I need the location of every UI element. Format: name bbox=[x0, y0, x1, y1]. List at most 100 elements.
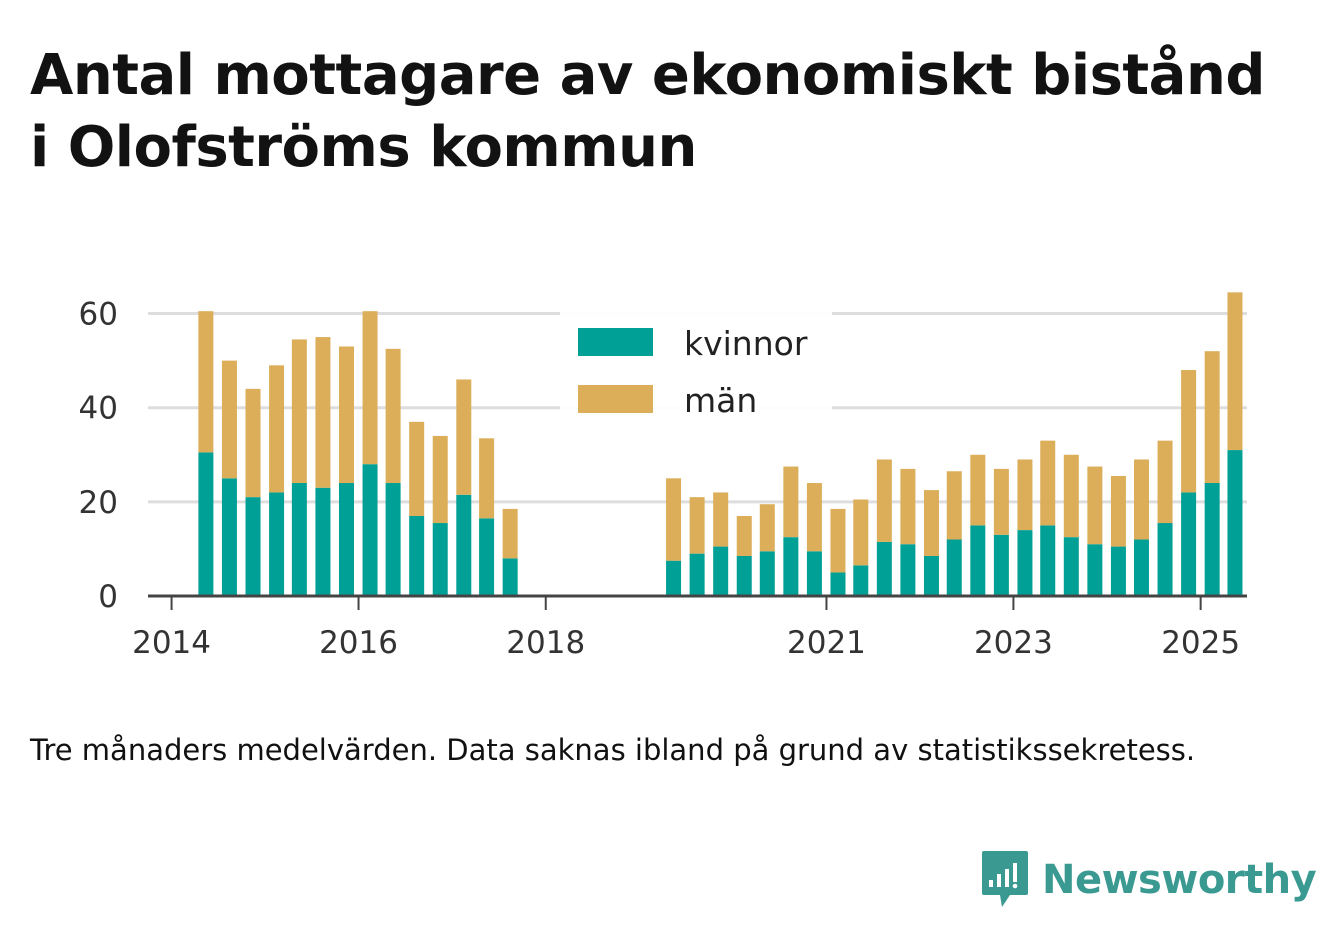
bar-man bbox=[479, 438, 495, 519]
y-tick-label: 60 bbox=[79, 297, 118, 333]
bar-man bbox=[409, 421, 425, 516]
bar-man bbox=[1204, 351, 1220, 484]
bar-kvinnor bbox=[221, 478, 237, 596]
bar-kvinnor bbox=[946, 539, 962, 596]
brand-logo: Newsworthy bbox=[980, 848, 1317, 912]
bars bbox=[198, 292, 1243, 596]
bar-kvinnor bbox=[1017, 530, 1033, 596]
bar-kvinnor bbox=[502, 558, 518, 596]
bar-man bbox=[993, 468, 1009, 535]
bar-man bbox=[245, 388, 261, 498]
bar-man bbox=[1040, 440, 1056, 526]
bar-man bbox=[900, 468, 916, 545]
x-tick-label: 2018 bbox=[506, 625, 585, 661]
bar-kvinnor bbox=[1063, 537, 1079, 596]
bar-man bbox=[830, 508, 846, 573]
bar-man bbox=[221, 360, 237, 479]
bar-man bbox=[502, 508, 518, 559]
bar-kvinnor bbox=[479, 518, 495, 596]
bar-man bbox=[385, 348, 401, 484]
bar-kvinnor bbox=[1204, 483, 1220, 596]
bar-kvinnor bbox=[291, 483, 307, 596]
bar-man bbox=[456, 379, 472, 495]
brand-name: Newsworthy bbox=[1042, 857, 1317, 903]
bar-man bbox=[783, 466, 799, 538]
x-tick-label: 2023 bbox=[974, 625, 1053, 661]
bar-kvinnor bbox=[830, 572, 846, 596]
bar-kvinnor bbox=[1040, 525, 1056, 596]
y-tick-label: 0 bbox=[98, 579, 118, 615]
bar-man bbox=[291, 339, 307, 484]
legend-label: män bbox=[684, 381, 757, 420]
bar-kvinnor bbox=[1227, 450, 1243, 596]
bar-kvinnor bbox=[315, 487, 331, 596]
x-tick-label: 2021 bbox=[787, 625, 866, 661]
bar-man bbox=[432, 435, 448, 524]
bar-kvinnor bbox=[1110, 546, 1126, 596]
bar-kvinnor bbox=[666, 560, 682, 596]
bar-kvinnor bbox=[456, 494, 472, 596]
bar-man bbox=[689, 497, 705, 554]
newsworthy-logo-icon bbox=[982, 851, 1028, 907]
bar-man bbox=[1227, 292, 1243, 451]
bar-man bbox=[1017, 459, 1033, 531]
y-tick-label: 20 bbox=[79, 485, 118, 521]
bar-man bbox=[1157, 440, 1173, 524]
bar-kvinnor bbox=[338, 483, 354, 596]
bar-kvinnor bbox=[1087, 544, 1103, 596]
bar-kvinnor bbox=[1181, 492, 1197, 596]
bar-man bbox=[666, 478, 682, 561]
legend-swatch-kvinnor bbox=[578, 328, 653, 356]
bar-kvinnor bbox=[362, 464, 378, 596]
bar-man bbox=[1063, 454, 1079, 538]
chart-title: Antal mottagare av ekonomiskt bistånd i … bbox=[30, 43, 1265, 180]
bar-man bbox=[362, 311, 378, 465]
legend: kvinnor män bbox=[560, 310, 832, 428]
bar-man bbox=[853, 499, 869, 566]
bar-kvinnor bbox=[783, 537, 799, 596]
bar-man bbox=[269, 365, 285, 493]
x-tick-label: 2025 bbox=[1161, 625, 1240, 661]
y-tick-label: 40 bbox=[79, 391, 118, 427]
bar-kvinnor bbox=[759, 551, 775, 596]
bar-kvinnor bbox=[385, 483, 401, 596]
bar-man bbox=[1110, 475, 1126, 547]
bar-kvinnor bbox=[245, 497, 261, 596]
bar-kvinnor bbox=[806, 551, 822, 596]
bar-kvinnor bbox=[432, 523, 448, 596]
bar-kvinnor bbox=[876, 541, 892, 596]
bar-man bbox=[1133, 459, 1149, 540]
bar-man bbox=[736, 515, 752, 556]
bar-kvinnor bbox=[900, 544, 916, 596]
x-tick-label: 2016 bbox=[319, 625, 398, 661]
bar-kvinnor bbox=[713, 546, 729, 596]
chart-footnote: Tre månaders medelvärden. Data saknas ib… bbox=[30, 733, 1196, 767]
legend-swatch-man bbox=[578, 385, 653, 413]
bar-kvinnor bbox=[1133, 539, 1149, 596]
stacked-bar-chart: 0 20 40 60 2014 2016 2018 2021 2023 2025 kvinnor m… bbox=[79, 292, 1247, 661]
bar-kvinnor bbox=[689, 553, 705, 596]
legend-label: kvinnor bbox=[684, 324, 808, 363]
bar-kvinnor bbox=[269, 492, 285, 596]
bar-man bbox=[759, 504, 775, 552]
bar-man bbox=[946, 471, 962, 540]
bar-man bbox=[806, 483, 822, 552]
bar-man bbox=[713, 492, 729, 547]
bar-kvinnor bbox=[736, 555, 752, 596]
bar-man bbox=[1181, 370, 1197, 493]
x-tick-label: 2014 bbox=[132, 625, 211, 661]
bar-man bbox=[315, 337, 331, 488]
bar-man bbox=[338, 346, 354, 484]
bar-kvinnor bbox=[1157, 523, 1173, 596]
axes: 0 20 40 60 2014 2016 2018 2021 2023 2025 bbox=[79, 297, 1247, 661]
bar-man bbox=[198, 311, 214, 453]
bar-kvinnor bbox=[993, 534, 1009, 596]
bar-kvinnor bbox=[853, 565, 869, 596]
bar-man bbox=[876, 459, 892, 542]
bar-kvinnor bbox=[923, 555, 939, 596]
bar-man bbox=[1087, 466, 1103, 545]
bar-man bbox=[923, 490, 939, 556]
bar-kvinnor bbox=[970, 525, 986, 596]
bar-kvinnor bbox=[198, 452, 214, 596]
bar-man bbox=[970, 454, 986, 526]
